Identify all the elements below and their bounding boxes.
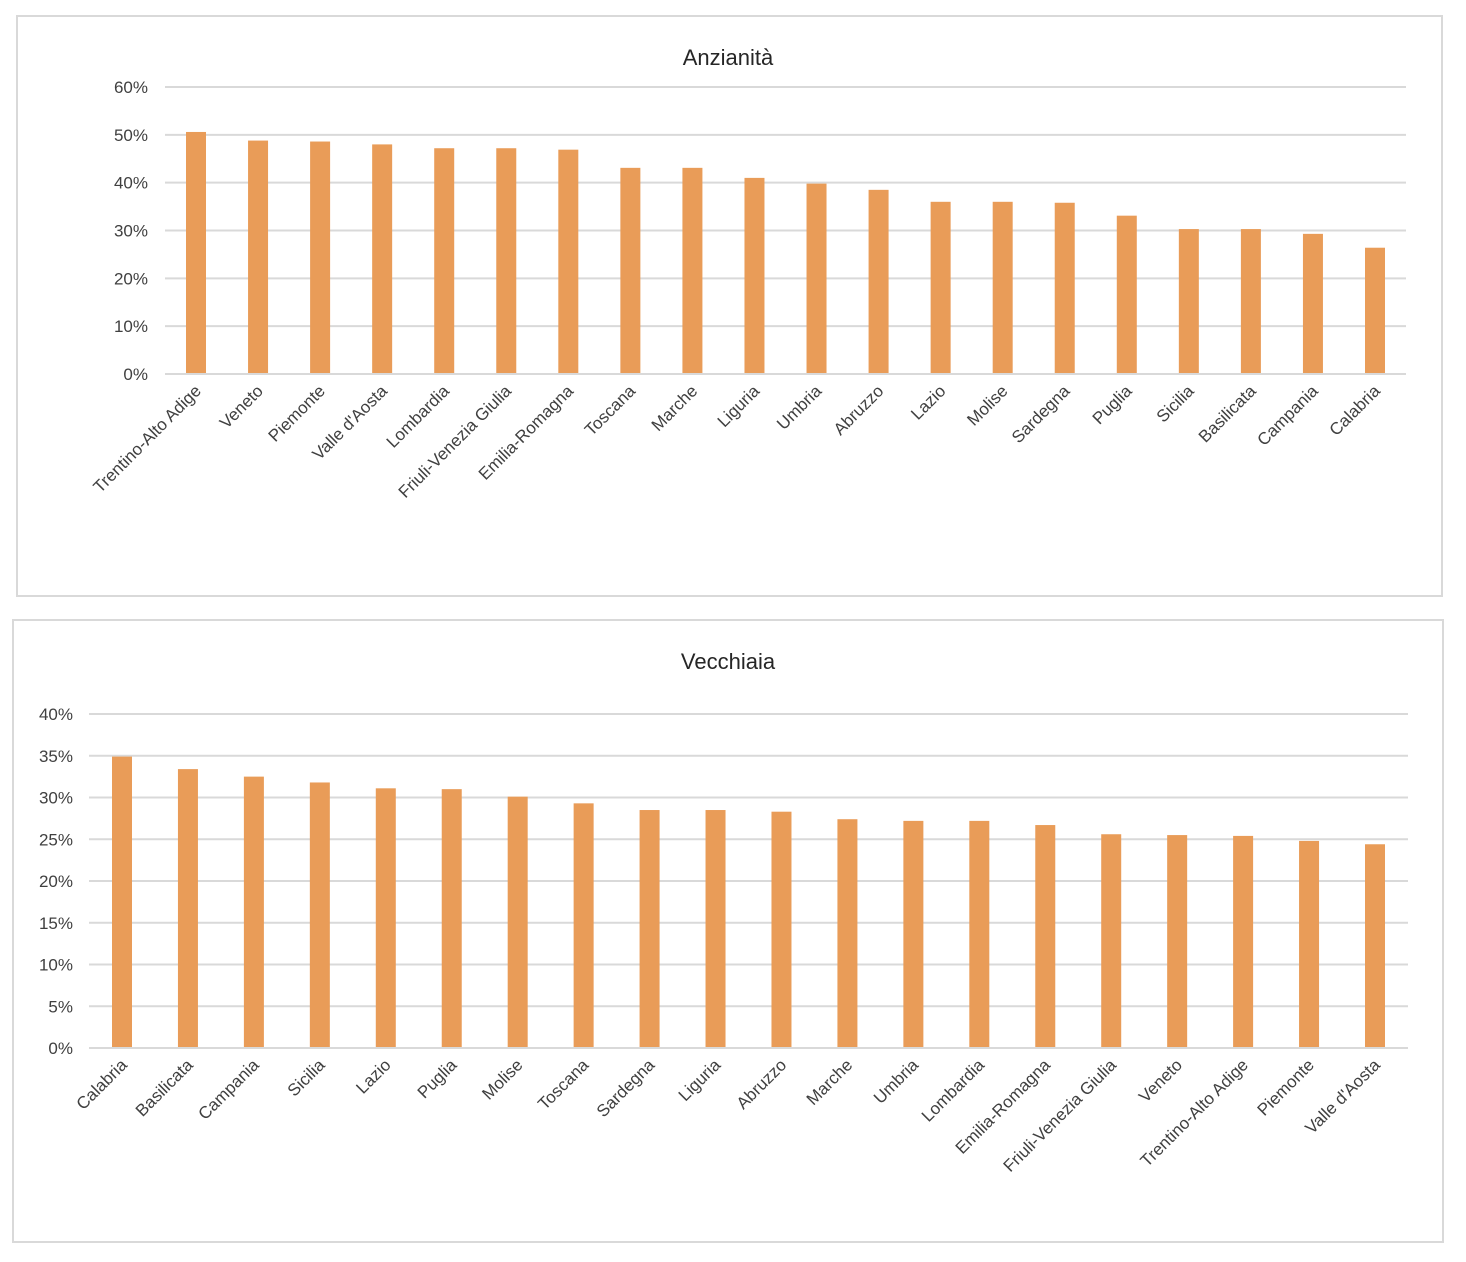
bar [1116, 215, 1137, 373]
y-tick-label: 5% [48, 997, 73, 1016]
x-category-label: Marche [803, 1055, 857, 1109]
x-category-label: Campania [194, 1055, 263, 1124]
y-tick-label: 20% [39, 872, 73, 891]
y-tick-label: 20% [114, 269, 148, 288]
y-tick-label: 0% [123, 365, 148, 384]
x-category-label: Umbria [870, 1055, 923, 1108]
bar [992, 201, 1013, 373]
bar [705, 810, 726, 1047]
bar [620, 167, 641, 373]
bar [639, 810, 660, 1047]
bar [434, 148, 455, 373]
bar [372, 144, 393, 373]
bar [837, 819, 858, 1047]
y-tick-label: 30% [39, 789, 73, 808]
bar [1233, 835, 1254, 1047]
y-tick-label: 35% [39, 747, 73, 766]
bar [1035, 825, 1056, 1047]
y-tick-label: 40% [39, 705, 73, 724]
x-category-label: Veneto [216, 381, 267, 432]
bar [1302, 233, 1323, 373]
y-tick-label: 60% [114, 78, 148, 97]
y-tick-label: 25% [39, 830, 73, 849]
x-category-label: Molise [963, 381, 1011, 429]
x-category-label: Campania [1254, 381, 1323, 450]
bar [1178, 229, 1199, 373]
y-tick-label: 30% [114, 222, 148, 241]
x-category-label: Sicilia [1153, 381, 1198, 426]
x-category-label: Puglia [1089, 381, 1136, 428]
y-tick-label: 10% [39, 956, 73, 975]
y-tick-label: 50% [114, 126, 148, 145]
bar [186, 131, 206, 373]
x-category-label: Calabria [73, 1055, 132, 1114]
x-category-label: Calabria [1326, 381, 1385, 440]
bar [248, 140, 269, 373]
bar [744, 177, 765, 373]
bar [558, 149, 579, 373]
x-category-label: Toscana [534, 1055, 593, 1114]
x-category-label: Lazio [907, 381, 949, 423]
bar [903, 820, 924, 1047]
x-category-label: Liguria [675, 1055, 725, 1105]
y-tick-label: 40% [114, 174, 148, 193]
x-category-label: Basilicata [132, 1055, 197, 1120]
x-category-label: Piemonte [265, 381, 329, 445]
x-category-label: Abruzzo [733, 1055, 791, 1113]
bar [930, 201, 951, 373]
plot-vecchiaia: 0% 5% 10% 15% 20% 25% 30% 35% 40% Calabria Basilic… [39, 705, 1408, 1176]
bar [309, 782, 330, 1047]
bar [243, 776, 264, 1047]
x-category-label: Trentino-Alto Adige [90, 381, 205, 496]
x-category-label: Lazio [352, 1055, 394, 1097]
bar [868, 189, 889, 373]
bar [1299, 840, 1320, 1047]
chart-title-anzianita: Anzianità [683, 45, 774, 70]
bar [441, 789, 462, 1047]
bar [496, 148, 517, 373]
bar [573, 803, 594, 1047]
chart-title-vecchiaia: Vecchiaia [681, 649, 776, 674]
bar [310, 141, 331, 373]
bar [1167, 835, 1188, 1047]
x-category-label: Sicilia [284, 1055, 329, 1100]
bar [177, 769, 198, 1047]
bar [1365, 844, 1385, 1047]
x-category-label: Friuli-Venezia Giulia [395, 381, 516, 502]
x-category-label: Veneto [1135, 1055, 1186, 1106]
bar [969, 820, 990, 1047]
x-category-label: Abruzzo [830, 381, 888, 439]
y-tick-label: 0% [48, 1039, 73, 1058]
y-tick-label: 15% [39, 914, 73, 933]
bar [806, 183, 827, 373]
x-category-label: Piemonte [1254, 1055, 1318, 1119]
x-category-label: Lombardia [918, 1055, 989, 1126]
bar [1054, 202, 1075, 373]
bar [375, 788, 396, 1047]
x-category-label: Friuli-Venezia Giulia [1000, 1055, 1121, 1176]
plot-anzianita: 0% 10% 20% 30% 40% 50% 60% Trentino-Alto Adige V… [90, 78, 1406, 502]
x-category-label: Molise [478, 1055, 526, 1103]
bar [682, 167, 703, 373]
bar [507, 796, 528, 1047]
x-category-label: Liguria [714, 381, 764, 431]
y-tick-label: 10% [114, 317, 148, 336]
x-category-label: Sardegna [1008, 381, 1074, 447]
x-category-label: Marche [648, 381, 702, 435]
bar [771, 811, 792, 1047]
bar [112, 756, 132, 1047]
bar [1365, 247, 1385, 373]
x-category-label: Toscana [581, 381, 640, 440]
x-category-label: Umbria [773, 381, 826, 434]
bar [1101, 834, 1122, 1047]
bar [1240, 229, 1261, 373]
x-category-label: Puglia [414, 1055, 461, 1102]
x-category-label: Sardegna [593, 1055, 659, 1121]
x-category-label: Basilicata [1195, 381, 1260, 446]
